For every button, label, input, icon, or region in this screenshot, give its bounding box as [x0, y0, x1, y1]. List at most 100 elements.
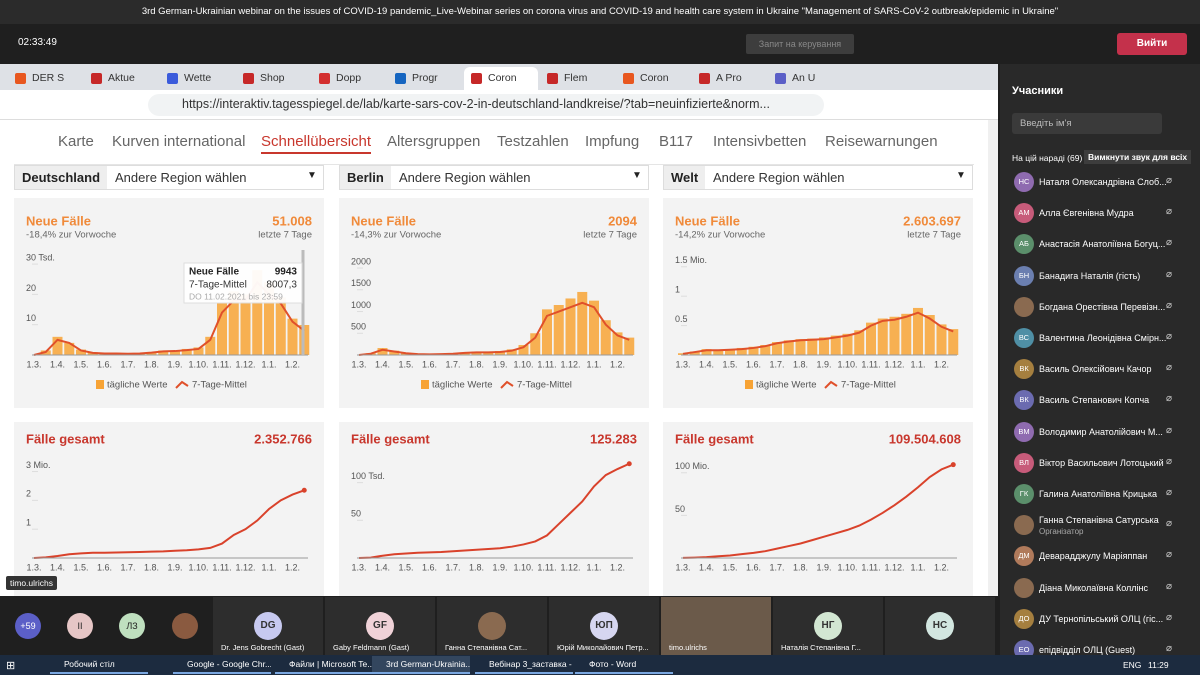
nav-item[interactable]: Impfung: [585, 133, 640, 150]
card-title: Fälle gesamt: [675, 431, 754, 446]
legend-label: tägliche Werte: [432, 380, 493, 391]
nav-item[interactable]: Kurven international: [112, 133, 246, 150]
y-tick-label: 1500: [351, 278, 371, 288]
avatar: ДМ: [1014, 546, 1034, 567]
browser-tab[interactable]: Coron: [464, 67, 538, 90]
participant-name[interactable]: Банадига Наталія (гість): [1039, 270, 1141, 281]
x-tick-label: 1.6.: [97, 562, 112, 572]
x-tick-label: 1.5.: [398, 562, 413, 572]
url-box[interactable]: [148, 94, 824, 116]
x-tick-label: 1.5.: [73, 359, 88, 369]
participant-name[interactable]: Ганна Степанівна Сатурська: [1039, 515, 1159, 526]
participant-name[interactable]: Віктор Васильович Лотоцький: [1039, 457, 1164, 468]
participant-name[interactable]: ДУ Тернопільський ОЛЦ (гіс...: [1039, 613, 1164, 624]
mic-off-icon: ⌀: [1166, 237, 1173, 249]
tab-icon: [395, 73, 406, 84]
x-tick-label: 1.7.: [120, 359, 135, 369]
taskbar-item[interactable]: Файли | Microsoft Te...: [275, 656, 373, 674]
request-control[interactable]: Запит на керування: [746, 34, 854, 54]
leave-button[interactable]: Вийти: [1117, 33, 1187, 55]
avatar: ВС: [1014, 328, 1034, 348]
region-select[interactable]: Welt Andere Region wählen ▼: [663, 165, 973, 190]
daily-bar: [577, 291, 588, 355]
participant-name[interactable]: Василь Степанович Копча: [1039, 395, 1150, 406]
taskbar-item[interactable]: Фото - Word: [575, 656, 673, 674]
participant-name[interactable]: Василь Олексійович Качор: [1039, 364, 1152, 375]
x-tick-label: 1.12.: [884, 562, 904, 572]
region-select[interactable]: Berlin Andere Region wählen ▼: [339, 165, 649, 190]
browser-tab[interactable]: Wette: [160, 67, 234, 90]
daily-bar: [748, 346, 759, 355]
browser-tab[interactable]: Dopp: [312, 67, 386, 90]
participant-name[interactable]: Валентина Леонідівна Смірн...: [1039, 333, 1167, 343]
region-select[interactable]: Deutschland Andere Region wählen ▼: [14, 165, 324, 190]
daily-bar: [913, 307, 923, 355]
browser-tab[interactable]: Coron: [616, 67, 690, 90]
daily-bar: [64, 342, 75, 355]
card-title: Fälle gesamt: [26, 431, 105, 446]
avatar: DG: [254, 612, 282, 640]
daily-bar: [264, 282, 274, 355]
participant-name[interactable]: Деварадджулу Маріяппан: [1039, 551, 1148, 562]
nav-item[interactable]: Schnellübersicht: [261, 133, 372, 154]
card-change: -14,3% zur Vorwoche: [351, 230, 441, 241]
tile-name: Наталія Степанівна Г...: [781, 643, 861, 652]
browser-tab[interactable]: A Pro: [692, 67, 766, 90]
y-tick-label: 0.5: [675, 314, 688, 324]
total-cases-chart: Fälle gesamt 125.283 50 100 Tsd. 1.3. 1.4. 1.5…: [351, 431, 637, 572]
x-tick-label: 1.12.: [560, 562, 580, 572]
section-label: На цій нараді (69): [1012, 153, 1083, 163]
mic-off-icon: ⌀: [1166, 299, 1173, 311]
x-tick-label: 1.9.: [492, 359, 507, 369]
avatar: [172, 613, 198, 639]
region-choose: Andere Region wählen: [115, 170, 247, 185]
participant-name[interactable]: Наталя Олександрівна Слоб...: [1039, 177, 1167, 187]
browser-tab[interactable]: Aktue: [84, 67, 158, 90]
tab-icon: [91, 73, 102, 84]
legend-label: 7-Tage-Mittel: [841, 380, 896, 391]
dropdown-arrow: ▼: [307, 170, 317, 181]
time: 11:29: [1148, 660, 1169, 670]
x-tick-label: 1.8.: [144, 562, 159, 572]
x-tick-label: 1.1.: [261, 562, 276, 572]
x-tick-label: 1.3.: [351, 562, 366, 572]
browser-tab[interactable]: Shop: [236, 67, 310, 90]
nav-item[interactable]: Altersgruppen: [387, 133, 481, 150]
participants-panel: Учасники Введіть ім'я На цій нараді (69) Ви…: [1000, 64, 1200, 660]
mute-all[interactable]: Вимкнути звук для всіх: [1084, 150, 1192, 164]
avatar: АБ: [1014, 234, 1034, 255]
x-tick-label: 1.3.: [26, 359, 41, 369]
avatar: АМ: [1014, 203, 1034, 224]
participant-name[interactable]: Богдана Орестівна Перевізн...: [1039, 301, 1166, 312]
x-tick-label: 1.11.: [537, 562, 556, 572]
x-tick-label: 1.1.: [910, 359, 925, 369]
taskbar-item[interactable]: Робочий стіл: [50, 656, 148, 674]
browser-tab[interactable]: Flem: [540, 67, 614, 90]
search-box[interactable]: [1012, 113, 1162, 134]
browser-tab[interactable]: Progr: [388, 67, 462, 90]
total-cases-card: Fälle gesamt 125.283 50 100 Tsd. 1.3. 1.4. 1.5…: [339, 422, 649, 596]
taskbar-item[interactable]: Вебінар 3_заставка - ...: [475, 656, 573, 674]
taskbar-item[interactable]: 3rd German-Ukrainia...: [372, 656, 470, 674]
taskbar-item[interactable]: Google - Google Chr...: [173, 656, 271, 674]
participant-name[interactable]: Галина Анатоліївна Крицька: [1039, 489, 1158, 499]
participant-name[interactable]: Анастасія Анатоліївна Богуц...: [1039, 239, 1166, 250]
daily-bar: [830, 335, 841, 355]
tab-icon: [319, 73, 330, 84]
browser-tab[interactable]: DER S: [8, 67, 82, 90]
nav-item[interactable]: Intensivbetten: [713, 133, 807, 150]
mic-off-icon: ⌀: [1166, 206, 1173, 218]
participant-name[interactable]: Алла Євгенівна Мудра: [1039, 208, 1134, 219]
card-value: 2.603.697: [903, 213, 961, 228]
browser-tab[interactable]: An U: [768, 67, 842, 90]
video-tile: Ганна Степанівна Сат...: [437, 597, 547, 655]
nav-item[interactable]: Testzahlen: [497, 133, 569, 150]
participant-name[interactable]: епідвідділ ОЛЦ (Guest): [1039, 645, 1136, 655]
participant-name[interactable]: Діана Миколаївна Коллінс: [1039, 582, 1148, 593]
nav-item[interactable]: Reisewarnungen: [825, 133, 938, 150]
participant-name[interactable]: Володимир Анатолійович М...: [1039, 426, 1163, 437]
nav-item[interactable]: B117: [659, 133, 693, 150]
legend-label: tägliche Werte: [756, 380, 817, 391]
mic-off-icon: ⌀: [1166, 518, 1173, 530]
nav-item[interactable]: Karte: [58, 133, 94, 150]
